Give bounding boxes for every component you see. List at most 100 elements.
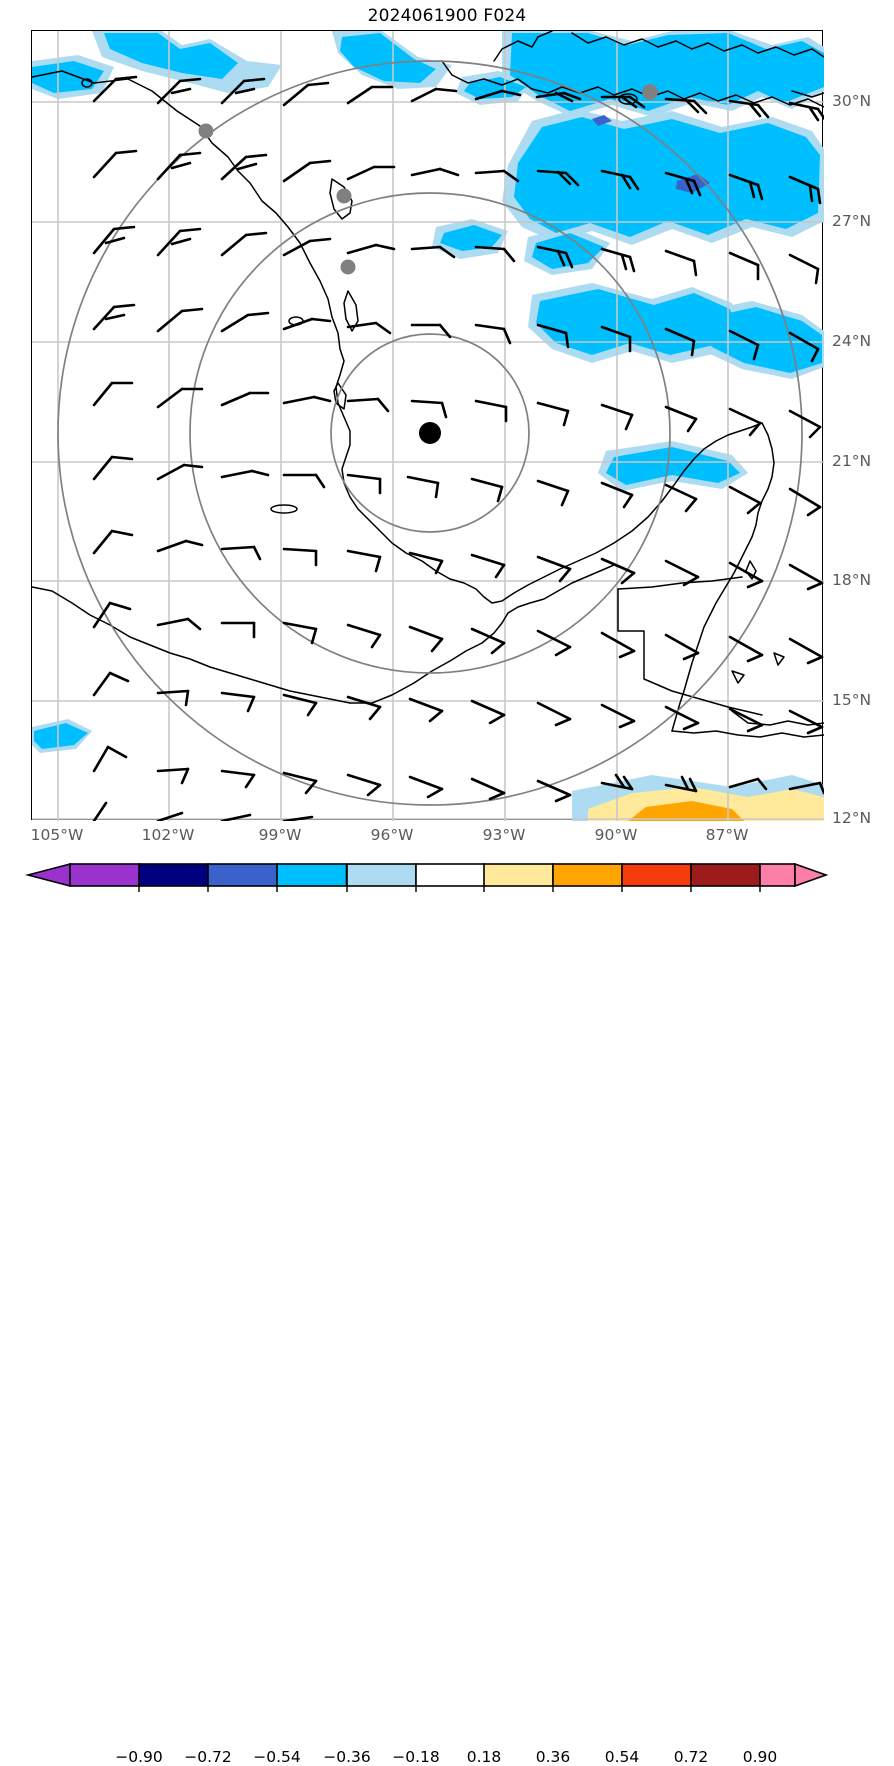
wind-barb [410,167,460,177]
wind-barb [220,153,268,181]
wind-barb [536,629,572,657]
wind-barb [92,529,134,555]
wind-barb [92,75,138,103]
wind-barb [470,699,506,725]
wind-barb [470,477,504,503]
wind-barb [220,769,256,789]
wind-barb [536,245,574,269]
wind-barbs [92,75,824,821]
wind-barb [220,469,270,479]
colorbar[interactable]: −0.90 −0.72 −0.54 −0.36 −0.18 0.18 0.36 … [0,858,894,1766]
wind-barb [410,245,456,259]
wind-barb [728,707,764,733]
wind-barb [92,225,136,255]
lon-tick-96w: 96°W [370,826,414,844]
wind-barb [664,559,700,587]
wind-barb [536,779,572,803]
colorbar-tick-3: −0.54 [253,1748,301,1766]
city-marker[interactable] [340,259,356,275]
wind-barb [474,89,522,101]
wind-barb [600,247,636,273]
city-markers[interactable] [198,84,659,275]
range-rings [57,60,803,806]
map-canvas[interactable] [32,31,824,821]
colorbar-tick-1: −0.90 [115,1748,163,1766]
wind-barb [474,323,512,345]
wind-barb [346,623,382,649]
colorbar-tick-10: 0.90 [742,1748,778,1766]
wind-barb [728,777,768,791]
cbin-11 [759,863,796,887]
wind-barb [788,253,820,285]
wind-barb [664,705,700,731]
wind-barb [408,551,444,575]
lat-tick-24n: 24°N [832,332,872,350]
lon-tick-102w: 102°W [141,826,195,844]
wind-barb [220,311,270,333]
cbin-6 [415,863,486,887]
wind-barb [600,403,634,431]
wind-barb [346,549,382,573]
city-marker[interactable] [198,123,214,139]
wind-barb [410,323,452,339]
wind-barb [282,81,330,107]
wind-barb [728,329,760,361]
city-marker[interactable] [336,188,352,204]
wind-barb [728,635,764,663]
lat-tick-27n: 27°N [832,212,872,230]
wind-barb [346,321,392,335]
wind-barb [156,307,204,333]
wind-barb [282,547,318,567]
wind-barb [474,245,516,263]
wind-barb [282,395,332,405]
colorbar-tick-6: 0.18 [466,1748,502,1766]
wind-barb [408,625,444,653]
wind-barb [408,775,444,799]
wind-barb [728,99,770,119]
figure-root: 2024061900 F024 [0,6,894,1766]
wind-barb [282,237,332,257]
colorbar-tick-8: 0.54 [604,1748,640,1766]
wind-barb [788,409,822,439]
colorbar-swatches[interactable] [0,858,894,898]
wind-barb [92,303,136,331]
wind-barb [536,479,570,507]
map-panel[interactable] [31,30,824,821]
cbin-8 [552,863,623,887]
wind-barb [408,697,444,723]
cbin-5 [346,863,417,887]
wind-barb [470,553,506,579]
colorbar-tick-7: 0.36 [535,1748,571,1766]
lat-tick-21n: 21°N [832,452,872,470]
wind-barb [788,781,824,795]
wind-barb [664,633,700,661]
wind-barb [156,767,190,785]
chart-title: 2024061900 F024 [367,6,527,26]
colorbar-tick-9: 0.72 [673,1748,709,1766]
wind-barb [220,391,270,407]
wind-barb [536,169,580,187]
wind-barb [788,637,824,665]
cbin-over [794,862,829,888]
colorbar-tick-5: −0.18 [392,1748,440,1766]
wind-barb [92,745,128,773]
wind-barb [282,621,318,645]
cbin-2 [138,863,210,887]
wind-barb [220,621,256,639]
wind-barb [664,483,698,513]
wind-barb [282,473,326,489]
wind-barb [220,691,256,713]
wind-barb [536,701,572,727]
lon-tick-93w: 93°W [482,826,526,844]
wind-barb [156,387,204,409]
wind-barb [346,695,382,721]
wind-barb [474,399,508,423]
wind-barb [410,87,458,103]
wind-barb [470,627,506,655]
cbin-10 [690,863,761,887]
city-marker[interactable] [642,84,658,100]
wind-barb [728,561,764,589]
wind-barb [600,95,646,109]
lat-tick-30n: 30°N [832,92,872,110]
storm-center-marker[interactable] [419,422,441,444]
